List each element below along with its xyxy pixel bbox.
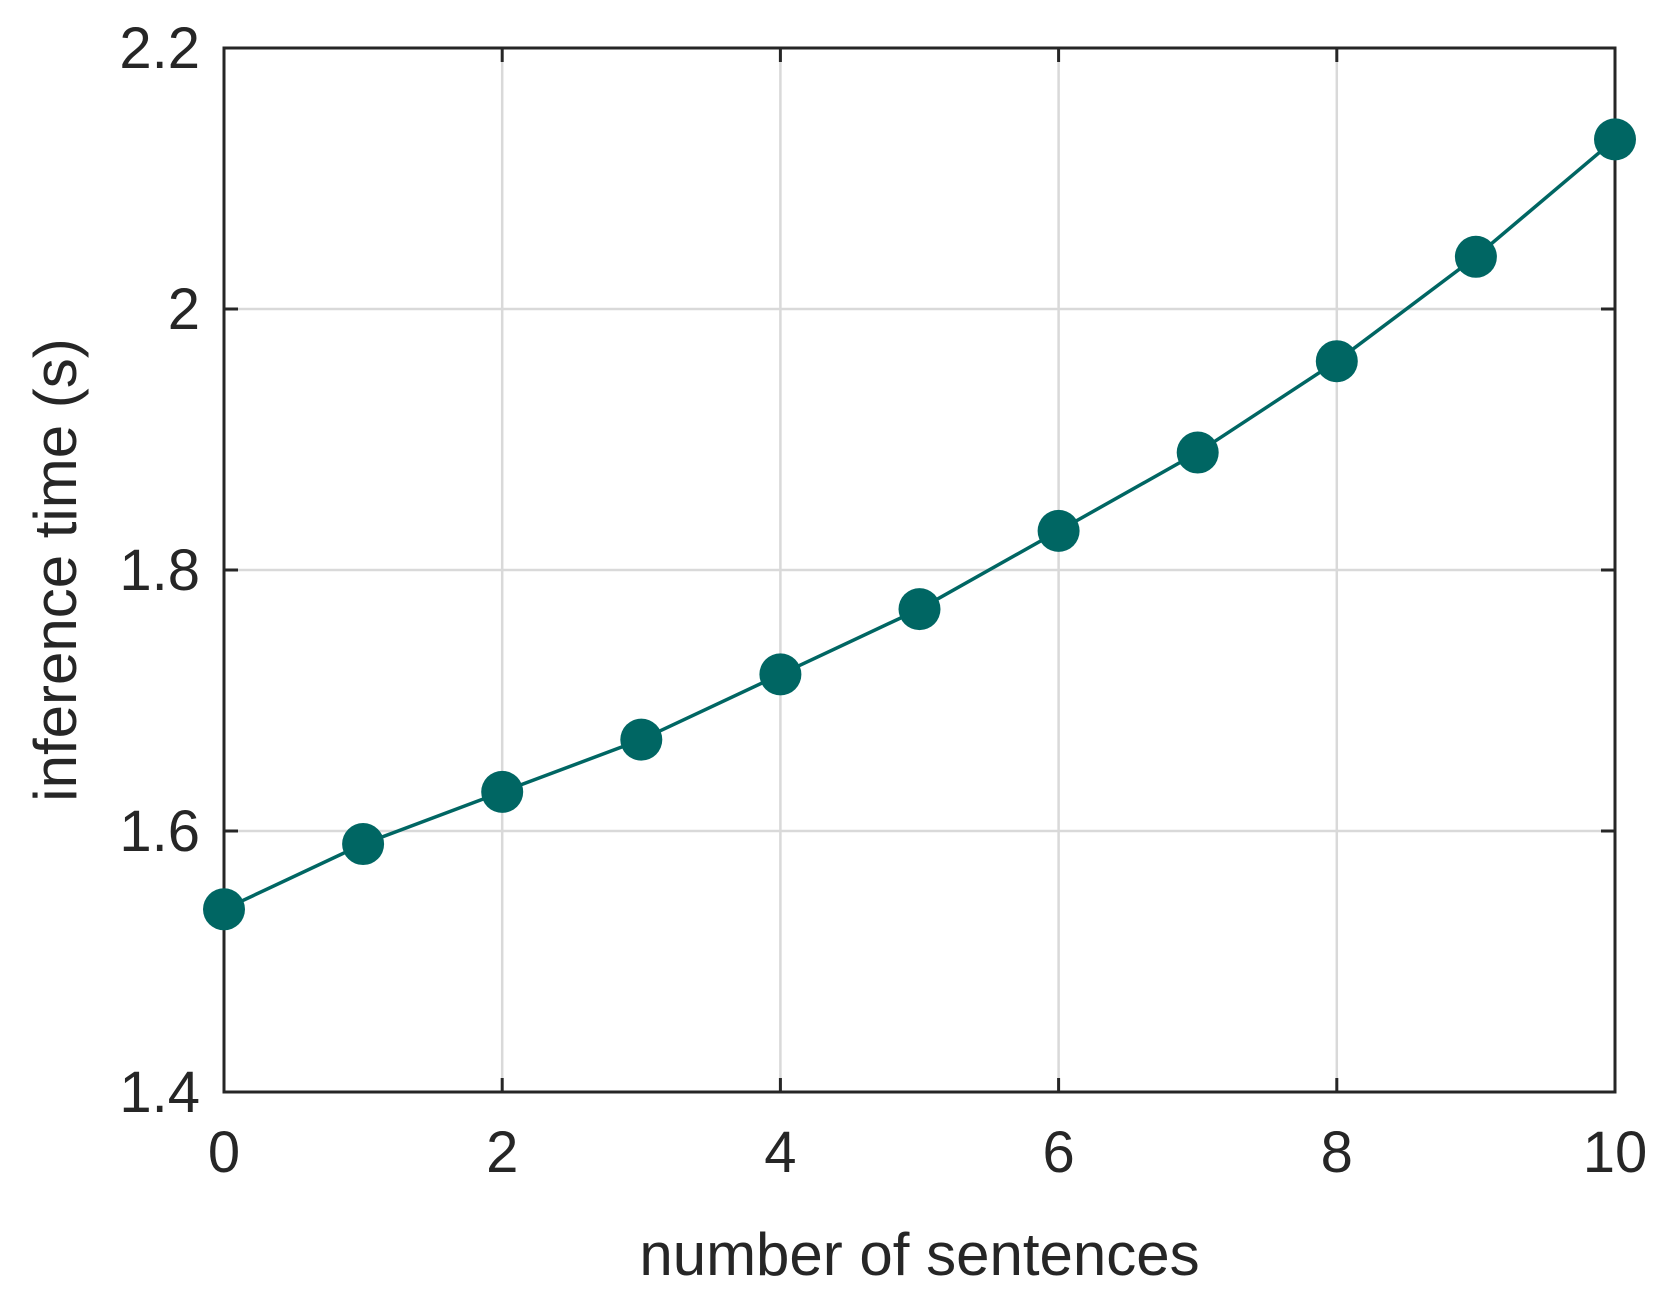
data-point [759, 653, 802, 696]
x-tick-label: 6 [1042, 1120, 1074, 1185]
y-tick-label: 1.8 [119, 538, 200, 603]
data-point [481, 770, 524, 813]
data-point [898, 588, 941, 631]
x-tick-labels: 0 2 4 6 8 10 [208, 1120, 1647, 1185]
x-tick-label: 8 [1321, 1120, 1353, 1185]
x-tick-label: 10 [1583, 1120, 1648, 1185]
tick-marks [222, 46, 1617, 1094]
data-point [1037, 509, 1080, 552]
data-point [342, 823, 385, 866]
data-point [620, 718, 663, 761]
x-tick-label: 4 [764, 1120, 796, 1185]
y-tick-label: 1.6 [119, 799, 200, 864]
data-point [1176, 431, 1219, 474]
data-series [203, 118, 1636, 931]
y-tick-labels: 1.4 1.6 1.8 2 2.2 [119, 16, 200, 1125]
grid-lines [224, 48, 1615, 1092]
y-axis-label: inference time (s) [22, 338, 89, 801]
y-tick-label: 2 [168, 277, 200, 342]
data-point [1594, 118, 1636, 161]
y-tick-label: 1.4 [119, 1060, 200, 1125]
series-line [223, 138, 1617, 911]
data-point [1454, 235, 1497, 278]
x-axis-label: number of sentences [639, 1221, 1199, 1288]
data-point [203, 888, 245, 931]
y-tick-label: 2.2 [119, 16, 200, 81]
data-point [1315, 340, 1358, 383]
x-tick-label: 0 [208, 1120, 240, 1185]
x-tick-label: 2 [486, 1120, 518, 1185]
